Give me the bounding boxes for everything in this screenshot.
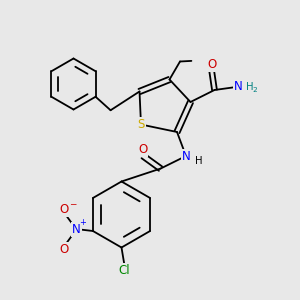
Text: Cl: Cl	[119, 264, 130, 277]
Text: H: H	[195, 156, 202, 167]
Text: S: S	[137, 118, 145, 131]
Text: −: −	[69, 199, 76, 208]
Text: O: O	[59, 243, 68, 256]
Text: O: O	[138, 143, 147, 156]
Text: +: +	[80, 218, 86, 227]
Text: O: O	[59, 202, 68, 216]
Text: N: N	[234, 80, 243, 93]
Text: N: N	[182, 150, 191, 163]
Text: H: H	[246, 82, 254, 92]
Text: 2: 2	[253, 87, 257, 93]
Text: O: O	[207, 58, 216, 71]
Text: N: N	[72, 223, 81, 236]
